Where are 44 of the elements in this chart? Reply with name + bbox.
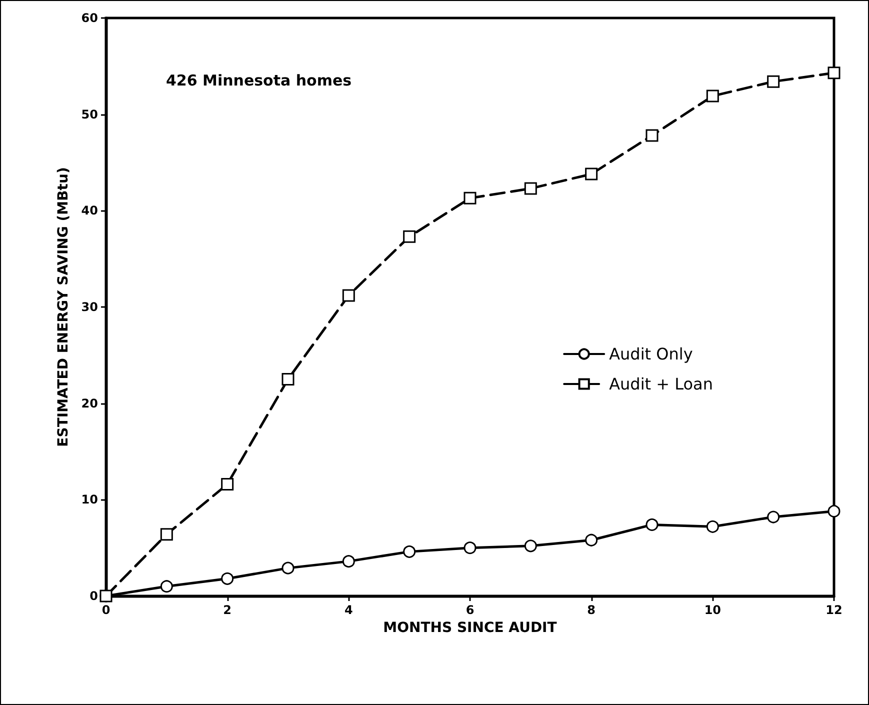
x-axis-title: MONTHS SINCE AUDIT — [383, 620, 558, 636]
point — [100, 590, 112, 602]
point — [585, 168, 598, 180]
y-tick-label: 10 — [81, 492, 98, 507]
x-tick-label: 8 — [587, 603, 596, 617]
y-tick-label: 20 — [81, 396, 98, 410]
y-tick-label: 0 — [90, 589, 98, 603]
point — [403, 545, 416, 558]
x-tick-label: 12 — [826, 603, 842, 617]
point — [828, 504, 840, 518]
legend-label: Audit Only — [609, 344, 693, 364]
x-tick-label: 6 — [466, 603, 474, 617]
point — [767, 510, 780, 524]
y-tick-label: 50 — [81, 107, 98, 122]
point — [524, 182, 537, 195]
point — [646, 129, 658, 142]
y-tick-label: 40 — [81, 204, 98, 218]
point — [342, 289, 355, 302]
point — [706, 90, 719, 102]
x-tick-label: 0 — [102, 603, 110, 617]
x-tick-label: 2 — [223, 603, 232, 617]
point — [342, 555, 355, 568]
legend-label: Audit + Loan — [609, 374, 713, 394]
point — [464, 192, 476, 204]
point — [221, 572, 234, 585]
x-tick-label: 10 — [704, 603, 722, 617]
x-tick-label: 4 — [344, 603, 353, 617]
point — [464, 542, 476, 554]
point — [828, 66, 840, 80]
point — [767, 75, 780, 88]
point — [221, 478, 234, 491]
point — [160, 528, 173, 541]
point — [646, 518, 658, 531]
point — [403, 230, 416, 243]
y-axis-title: ESTIMATED ENERGY SAVING (MBtu) — [55, 167, 72, 447]
point — [282, 562, 294, 574]
point — [524, 540, 537, 552]
point — [585, 534, 598, 546]
point — [282, 373, 294, 386]
annotation: 426 Minnesota homes — [166, 72, 352, 90]
point — [160, 580, 173, 593]
point — [706, 520, 719, 533]
y-tick-label: 30 — [81, 300, 98, 314]
y-tick-label: 60 — [81, 11, 98, 25]
